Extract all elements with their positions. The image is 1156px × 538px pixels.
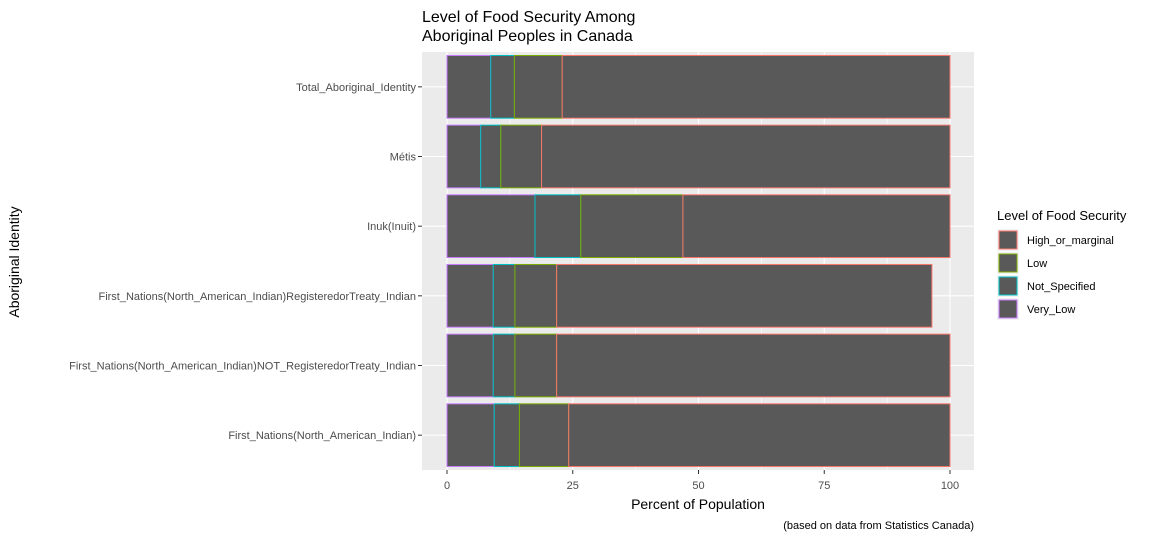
y-axis-title: Aboriginal Identity xyxy=(6,206,22,317)
legend-swatch xyxy=(998,253,1018,273)
bar-segment-very-low xyxy=(446,54,492,119)
bar-segment-not-specified xyxy=(534,194,582,259)
bar-segment-very-low xyxy=(446,263,494,328)
bar-segment-not-specified xyxy=(493,403,520,468)
legend-swatch xyxy=(998,299,1018,319)
bar-segment-low xyxy=(514,333,558,398)
bar-segment-high-or-marginal xyxy=(556,333,951,398)
legend-label: Not_Specified xyxy=(1027,281,1096,293)
x-tick-label: 75 xyxy=(818,480,830,492)
bar-segment-very-low xyxy=(446,194,536,259)
bar-segment-high-or-marginal xyxy=(541,124,951,189)
bar-segment-high-or-marginal xyxy=(682,194,951,259)
legend-swatch xyxy=(998,276,1018,296)
x-tick-label: 50 xyxy=(692,480,704,492)
bar-segment-low xyxy=(513,54,563,119)
y-tick-label: Total_Aboriginal_Identity xyxy=(296,82,416,94)
bar-segment-not-specified xyxy=(492,333,516,398)
y-tick-label: Inuk(Inuit) xyxy=(367,221,416,233)
bar-segment-very-low xyxy=(446,124,482,189)
bar-segment-not-specified xyxy=(490,54,515,119)
bar-segment-low xyxy=(580,194,684,259)
y-tick-label: First_Nations(North_American_Indian) xyxy=(228,430,416,442)
x-tick-labels: 0 25 50 75 100 xyxy=(444,470,959,492)
legend: Level of Food Security High_or_marginal L… xyxy=(997,208,1127,320)
legend-items: High_or_marginal Low Not_Specified Very_Low xyxy=(997,229,1114,320)
bar-segments xyxy=(446,54,951,468)
y-tick-labels: Total_Aboriginal_Identity Métis Inuk(Inuit… xyxy=(69,82,422,442)
y-tick-label: First_Nations(North_American_Indian)Regi… xyxy=(98,291,416,303)
legend-title: Level of Food Security xyxy=(997,208,1127,223)
legend-swatch xyxy=(998,230,1018,250)
legend-label: Very_Low xyxy=(1027,304,1075,316)
legend-label: Low xyxy=(1027,258,1047,270)
bar-segment-not-specified xyxy=(480,124,502,189)
title-line-1: Level of Food Security Among xyxy=(422,9,635,26)
chart-title: Level of Food Security Among Aboriginal … xyxy=(422,9,635,45)
bar-segment-low xyxy=(500,124,543,189)
bar-segment-very-low xyxy=(446,333,494,398)
title-line-2: Aboriginal Peoples in Canada xyxy=(422,28,633,45)
x-tick-label: 100 xyxy=(941,480,959,492)
y-tick-label: Métis xyxy=(390,152,417,164)
bar-segment-low xyxy=(518,403,570,468)
bar-segment-high-or-marginal xyxy=(561,54,951,119)
legend-label: High_or_marginal xyxy=(1027,235,1114,247)
bar-segment-high-or-marginal xyxy=(556,263,933,328)
bar-segment-high-or-marginal xyxy=(568,403,951,468)
bar-segment-not-specified xyxy=(492,263,516,328)
y-tick-label: First_Nations(North_American_Indian)NOT_… xyxy=(69,361,416,373)
caption: (based on data from Statistics Canada) xyxy=(783,520,974,532)
x-tick-label: 25 xyxy=(567,480,579,492)
bar-segment-low xyxy=(514,263,558,328)
bar-segment-very-low xyxy=(446,403,495,468)
x-axis-title: Percent of Population xyxy=(631,496,765,512)
x-tick-label: 0 xyxy=(444,480,450,492)
